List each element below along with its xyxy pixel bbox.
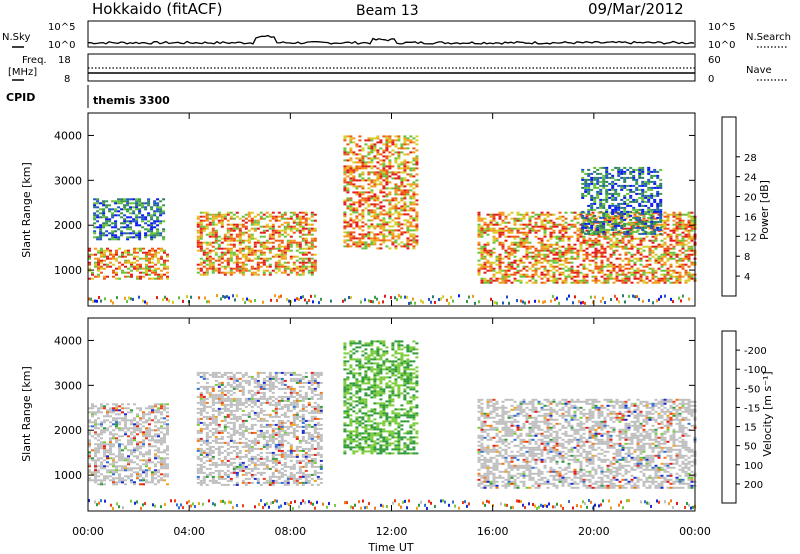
echo-region [196,211,317,276]
noise-tick-low-right: 10^0 [708,40,735,51]
nsearch-label: N.Search [746,32,791,43]
velocity-yticks: 1000 2000 3000 4000 [54,334,695,482]
cpid-label: CPID [6,91,35,104]
echo-region [477,211,697,284]
y-tick-label: 3000 [54,379,82,392]
freq-label: Freq. [22,55,47,66]
colorbar-tick-label: 8 [744,252,750,263]
power-yticks: 1000 2000 3000 4000 [54,129,695,277]
noise-tick-high-left: 10^5 [48,22,75,33]
power-colorbar-label: Power [dB] [758,180,771,240]
power-ylabel: Slant Range [km] [20,162,33,258]
velocity-data [88,340,697,510]
colorbar-tick-label: 24 [744,173,757,184]
noise-panel: N.Sky N.Search 10^5 10^0 10^5 10^0 [2,20,791,51]
cpid-panel: CPID themis 3300 [6,85,170,108]
colorbar-frame [721,330,737,504]
x-tick-label: 16:00 [477,525,509,538]
echo-region [88,247,169,280]
beam-title: Beam 13 [356,3,419,19]
colorbar-tick-label: 4 [744,272,750,283]
y-tick-label: 2000 [54,219,82,232]
power-data [88,135,697,305]
x-axis-label: Time UT [367,541,413,554]
echo-region [343,340,419,455]
colorbar-tick-label: 50 [744,442,757,453]
noise-sky-line [87,34,695,45]
y-tick-label: 1000 [54,264,82,277]
colorbar-tick-label: 12 [744,232,757,243]
x-tick-label: 12:00 [376,525,408,538]
echo-region [477,398,697,489]
colorbar-frame [721,116,737,297]
y-tick-label: 3000 [54,174,82,187]
y-tick-label: 4000 [54,129,82,142]
colorbar-tick-label: 16 [744,212,757,223]
velocity-colorbar: 200 100 50 15 -15 -50 -100 -200 [721,330,767,504]
noise-tick-high-right: 10^5 [708,22,735,33]
colorbar-tick-label: -15 [744,403,760,414]
colorbar-tick-label: -200 [744,346,767,357]
near-range-strip [88,294,690,305]
y-tick-label: 4000 [54,334,82,347]
y-tick-label: 1000 [54,469,82,482]
colorbar-tick-label: 100 [744,461,763,472]
date-title: 09/Mar/2012 [588,0,684,18]
x-tick-label: 00:00 [72,525,104,538]
colorbar-tick-label: -100 [744,365,767,376]
nave-label: Nave [746,65,772,76]
freq-panel: Freq. [MHz] 18 8 60 0 Nave [8,53,787,85]
colorbar-tick-label: 200 [744,480,763,491]
x-axis: 00:00 04:00 08:00 12:00 16:00 20:00 00:00 [72,113,711,538]
velocity-colorbar-label: Velocity [m s⁻¹] [761,371,774,456]
colorbar-tick-label: 28 [744,153,757,164]
freq-unit: [MHz] [8,67,37,78]
echo-region [196,371,323,486]
power-panel: Slant Range [km] 1000 2000 3000 4000 4 8 12 16… [20,112,771,307]
colorbar-tick-label: -50 [744,384,760,395]
echo-region [93,198,166,241]
x-tick-label: 20:00 [578,525,610,538]
nave-tick-low: 0 [708,74,714,85]
velocity-panel: Slant Range [km] 1000 2000 3000 4000 200 100… [20,317,774,512]
colorbar-tick-label: 20 [744,193,757,204]
station-title: Hokkaido (fitACF) [92,0,223,18]
power-colorbar: 4 8 12 16 20 24 28 [721,116,757,297]
freq-tick-high: 18 [58,55,71,66]
nave-tick-high: 60 [708,55,721,66]
x-tick-label: 04:00 [173,525,205,538]
echo-region [343,135,419,250]
nsky-label: N.Sky [2,32,30,43]
x-tick-label: 00:00 [679,525,711,538]
echo-region [581,166,663,235]
noise-tick-low-left: 10^0 [48,40,75,51]
velocity-ylabel: Slant Range [km] [20,366,33,462]
y-tick-label: 2000 [54,424,82,437]
colorbar-tick-label: 15 [744,423,757,434]
freq-tick-low: 8 [64,74,70,85]
echo-region [88,403,169,486]
near-range-strip [88,499,696,510]
cpid-value: themis 3300 [93,94,170,107]
x-tick-label: 08:00 [274,525,306,538]
